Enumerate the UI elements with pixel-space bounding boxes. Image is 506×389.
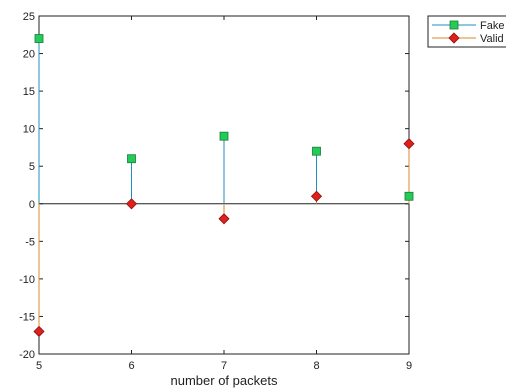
marker-valid [33, 325, 45, 338]
marker-valid [403, 138, 415, 150]
y-tick-label: 15 [23, 86, 35, 98]
legend-marker-valid [448, 32, 460, 44]
marker-valid [218, 213, 230, 225]
marker-fake [127, 154, 136, 164]
marker-fake [404, 191, 414, 201]
legend-label-valid: Valid [480, 33, 504, 45]
y-tick-label: 20 [23, 49, 35, 61]
y-tick-label: -15 [19, 311, 35, 323]
legend-box [427, 15, 506, 48]
x-axis: 5 6 7 8 9 [36, 16, 412, 372]
y-tick-label: 25 [23, 11, 35, 23]
marker-valid [310, 190, 323, 202]
y-tick-label: -5 [25, 236, 35, 248]
marker-valid [125, 198, 138, 210]
x-tick-label: 6 [128, 360, 134, 372]
y-tick-label: 0 [29, 199, 35, 211]
x-tick-label: 9 [406, 360, 412, 372]
y-tick-label: -20 [19, 349, 35, 361]
x-tick-label: 7 [221, 360, 227, 372]
y-tick-label: -10 [19, 274, 35, 286]
x-tick-label: 8 [313, 360, 319, 372]
marker-fake [312, 146, 321, 156]
marker-fake [219, 131, 229, 141]
legend: Fake Valid [427, 15, 506, 48]
legend-marker-fake [449, 20, 459, 30]
y-axis: -20 -15 -10 -5 0 5 10 15 20 25 [19, 11, 409, 361]
y-tick-label: 10 [23, 124, 35, 136]
y-tick-label: 5 [29, 161, 35, 173]
legend-label-fake: Fake [480, 20, 504, 32]
marker-fake [34, 34, 44, 43]
series-layer [33, 34, 415, 338]
x-tick-label: 5 [36, 360, 42, 372]
x-axis-title: number of packets [171, 373, 278, 388]
